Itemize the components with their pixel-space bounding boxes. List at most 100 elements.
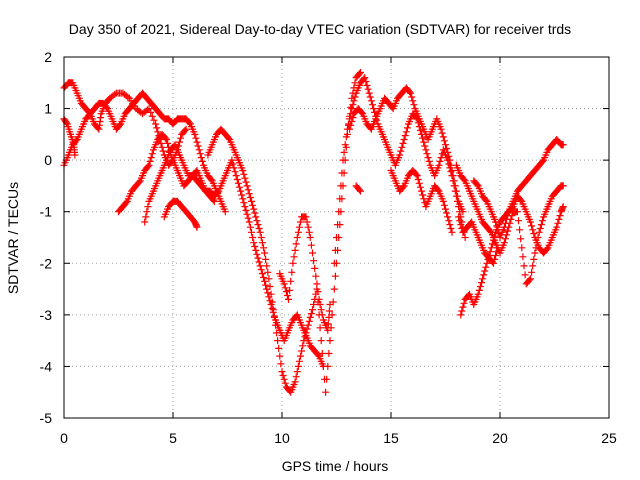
data-point xyxy=(135,178,143,186)
data-point xyxy=(331,272,339,280)
data-point xyxy=(451,182,459,190)
data-point xyxy=(270,313,278,321)
data-point xyxy=(307,241,315,249)
data-point xyxy=(555,215,563,223)
y-tick-label: -4 xyxy=(40,358,53,374)
data-point xyxy=(435,161,443,169)
data-point xyxy=(334,221,342,229)
data-point xyxy=(413,172,421,180)
data-point xyxy=(251,209,259,217)
data-point xyxy=(292,373,300,381)
data-point xyxy=(245,190,253,198)
data-point xyxy=(361,74,369,82)
data-point xyxy=(355,70,363,78)
data-point xyxy=(241,203,249,211)
data-point xyxy=(232,172,240,180)
data-point xyxy=(493,222,501,230)
data-point xyxy=(347,121,355,129)
data-point xyxy=(148,150,156,158)
data-point xyxy=(476,283,484,290)
data-point xyxy=(482,196,490,204)
data-point xyxy=(358,108,366,116)
data-point xyxy=(479,275,487,283)
data-point xyxy=(473,181,481,189)
data-point xyxy=(459,303,467,311)
data-point xyxy=(148,112,156,120)
data-point xyxy=(260,244,267,252)
data-point xyxy=(276,352,284,360)
data-point xyxy=(438,129,446,137)
data-point xyxy=(410,101,418,109)
y-tick-label: -2 xyxy=(40,255,53,271)
data-point xyxy=(255,225,263,232)
data-point xyxy=(398,143,406,151)
data-point xyxy=(240,199,248,207)
data-point xyxy=(399,139,407,147)
data-point xyxy=(324,362,332,370)
data-point xyxy=(164,139,172,147)
data-point xyxy=(439,197,447,205)
data-point xyxy=(299,342,307,350)
data-point xyxy=(492,218,500,226)
plot-frame xyxy=(63,56,610,419)
data-point xyxy=(455,213,463,221)
data-point xyxy=(439,133,447,141)
data-point xyxy=(336,195,344,203)
data-point xyxy=(253,250,261,258)
data-point xyxy=(366,93,374,101)
data-point xyxy=(339,156,347,164)
data-point xyxy=(331,246,339,254)
data-point xyxy=(239,195,247,203)
data-point xyxy=(539,217,546,225)
data-point xyxy=(221,208,229,216)
data-point xyxy=(367,97,375,105)
data-point xyxy=(225,134,233,142)
data-point xyxy=(277,360,285,368)
data-point xyxy=(488,240,496,248)
data-point xyxy=(362,78,370,85)
data-point xyxy=(257,234,265,241)
data-point xyxy=(207,176,215,183)
data-point xyxy=(246,194,254,201)
data-point xyxy=(486,248,494,256)
data-point xyxy=(260,274,267,281)
data-point xyxy=(459,208,467,216)
data-point xyxy=(264,289,272,297)
data-point xyxy=(554,219,562,227)
data-point xyxy=(302,329,310,337)
data-point xyxy=(530,255,538,263)
data-point xyxy=(442,141,449,149)
data-point xyxy=(248,197,255,205)
data-point xyxy=(397,147,405,155)
data-point xyxy=(305,228,313,236)
data-point xyxy=(197,154,205,162)
data-point xyxy=(313,280,321,288)
data-point xyxy=(145,161,153,169)
data-point xyxy=(483,259,491,267)
data-point xyxy=(487,244,495,252)
data-point xyxy=(534,234,542,241)
data-point xyxy=(406,88,413,96)
data-point xyxy=(290,253,298,261)
data-point xyxy=(364,85,372,93)
data-point xyxy=(163,136,170,143)
data-point xyxy=(150,116,158,124)
data-point xyxy=(325,313,333,321)
data-point xyxy=(303,325,311,333)
data-point xyxy=(423,150,431,158)
data-point xyxy=(460,176,468,183)
data-point xyxy=(303,218,311,226)
data-point xyxy=(444,148,452,156)
data-point xyxy=(513,208,521,216)
data-point xyxy=(153,124,161,132)
data-point xyxy=(418,187,425,195)
data-point xyxy=(111,90,119,98)
data-point xyxy=(419,191,427,199)
data-point xyxy=(324,320,332,328)
data-point xyxy=(291,378,299,386)
data-point xyxy=(415,179,423,187)
data-point xyxy=(244,186,252,194)
data-point xyxy=(457,221,465,229)
data-point xyxy=(318,311,326,319)
